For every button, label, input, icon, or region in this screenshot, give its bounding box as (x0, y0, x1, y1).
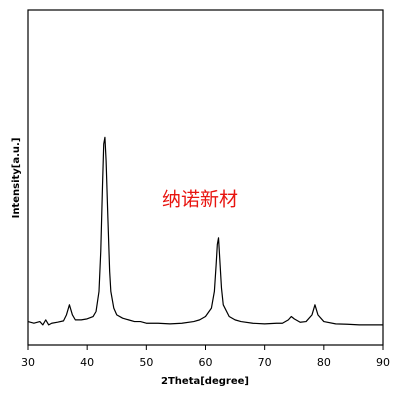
x-tick-label: 40 (80, 356, 94, 369)
plot-frame (27, 9, 384, 346)
x-tick-label: 80 (317, 356, 331, 369)
x-tick-label: 70 (258, 356, 272, 369)
y-axis-label: Intensity[a.u.] (11, 138, 22, 219)
x-tick-label: 90 (376, 356, 390, 369)
annotation: 纳诺新材 (162, 189, 238, 211)
x-tick-label: 60 (199, 356, 213, 369)
x-axis-label: 2Theta[degree] (161, 376, 249, 387)
data-line (27, 136, 383, 326)
x-tick-label: 50 (139, 356, 153, 369)
x-tick-label: 30 (21, 356, 35, 369)
